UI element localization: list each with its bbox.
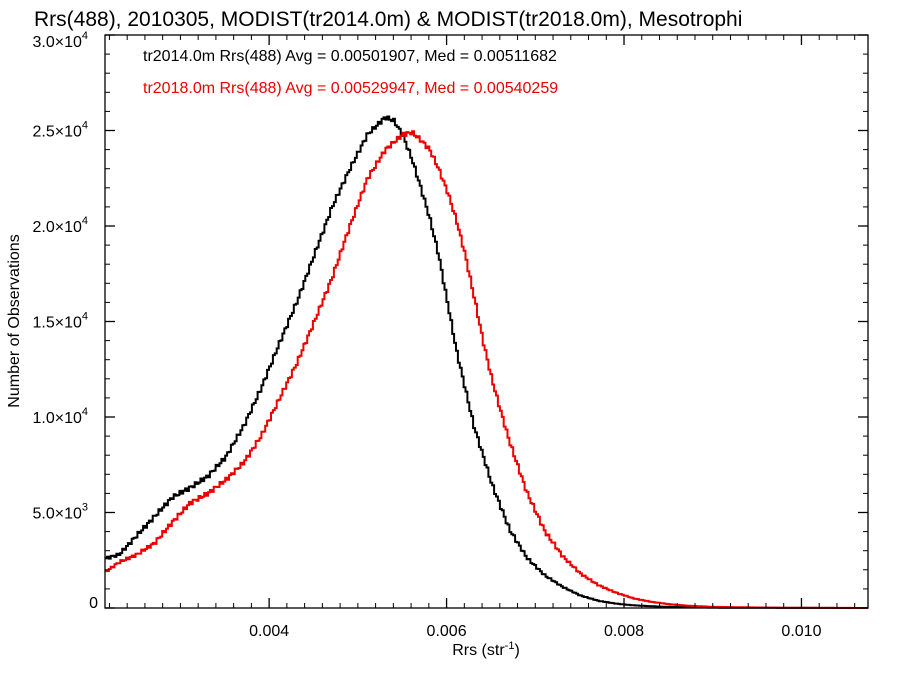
y-axis-label: Number of Observations xyxy=(6,234,23,407)
series-line-0 xyxy=(105,115,868,609)
x-tick-label: 0.010 xyxy=(781,623,821,640)
stats-annotation-1: tr2018.0m Rrs(488) Avg = 0.00529947, Med… xyxy=(143,80,558,97)
y-tick-label: 2.0×104 xyxy=(32,215,88,236)
y-tick-label: 3.0×104 xyxy=(32,30,88,51)
chart-title: Rrs(488), 2010305, MODIST(tr2014.0m) & M… xyxy=(34,8,742,31)
y-tick-label: 2.5×104 xyxy=(32,120,88,141)
y-tick-label: 5.0×103 xyxy=(32,502,88,523)
plot-frame xyxy=(104,34,869,609)
y-tick-label: 1.5×104 xyxy=(32,311,88,332)
stats-annotations: tr2014.0m Rrs(488) Avg = 0.00501907, Med… xyxy=(143,48,558,97)
x-axis-label-main: Rrs (str xyxy=(452,642,505,659)
x-axis-label-close: ) xyxy=(514,642,519,659)
y-tick-label: 0 xyxy=(89,595,98,612)
x-tick-label: 0.004 xyxy=(249,623,289,640)
x-tick-label: 0.008 xyxy=(604,623,644,640)
series-layer xyxy=(105,115,868,609)
x-axis-label-exponent: -1 xyxy=(505,640,515,652)
x-tick-label: 0.006 xyxy=(427,623,467,640)
stats-annotation-0: tr2014.0m Rrs(488) Avg = 0.00501907, Med… xyxy=(143,48,557,65)
x-axis-ticks: 0.004 0.006 0.008 0.010 xyxy=(108,35,856,640)
series-line-1 xyxy=(105,130,868,609)
x-axis-label: Rrs (str-1) xyxy=(452,640,520,659)
y-tick-label: 1.0×104 xyxy=(32,406,88,427)
